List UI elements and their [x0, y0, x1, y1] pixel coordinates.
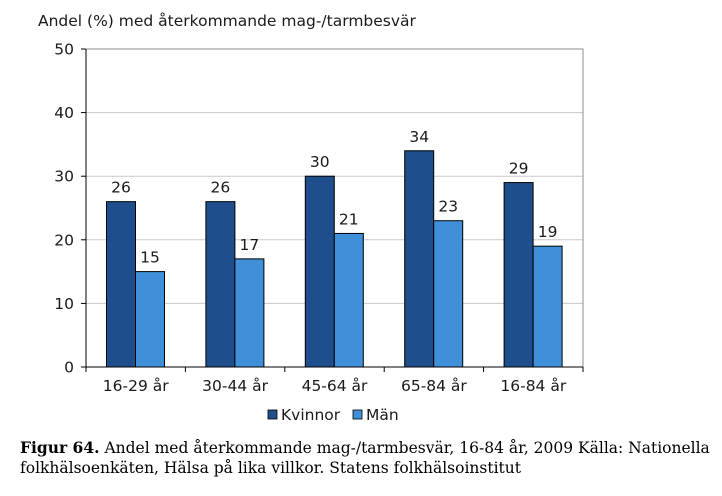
- bar-kvinnor: [106, 201, 136, 368]
- data-label: 26: [211, 179, 231, 197]
- legend-label-kvinnor: Kvinnor: [281, 406, 341, 424]
- bar-män: [433, 220, 464, 368]
- bar-män: [333, 232, 364, 368]
- y-tick-label: 50: [54, 41, 74, 59]
- legend: Kvinnor Män: [267, 406, 399, 424]
- legend-swatch-kvinnor: [267, 409, 278, 420]
- data-label: 15: [140, 249, 160, 267]
- x-tick-label: 45-64 år: [302, 377, 368, 395]
- data-label: 26: [111, 179, 131, 197]
- y-tick-label: 0: [64, 359, 74, 377]
- data-label: 21: [339, 210, 359, 228]
- y-axis-title: Andel (%) med återkommande mag-/tarmbesv…: [38, 12, 417, 30]
- y-tick-label: 20: [54, 231, 74, 249]
- bar-kvinnor: [205, 201, 236, 368]
- data-label: 34: [409, 128, 429, 146]
- data-label: 19: [538, 223, 558, 241]
- x-tick-label: 30-44 år: [202, 377, 268, 395]
- x-tick-label: 16-84 år: [500, 377, 566, 395]
- data-label: 23: [438, 198, 458, 216]
- bar-kvinnor: [304, 175, 335, 368]
- bar-män: [532, 245, 563, 368]
- bar-kvinnor: [503, 182, 534, 368]
- legend-label-män: Män: [366, 406, 399, 424]
- data-label: 17: [240, 236, 260, 254]
- bar-chart: Andel (%) med återkommande mag-/tarmbesv…: [38, 12, 584, 424]
- bar-kvinnor: [404, 150, 435, 368]
- figure-caption: Figur 64. Andel med återkommande mag-/ta…: [20, 438, 715, 478]
- plot-area: 0 10 20 30 40 50 26 15 16-29 år 26 17 30-44 år 30 21 4…: [54, 41, 584, 395]
- figure-label: Figur 64.: [20, 438, 100, 457]
- y-tick-label: 40: [54, 104, 74, 122]
- data-label: 30: [310, 153, 330, 171]
- y-tick-label: 10: [54, 295, 74, 313]
- bar-män: [234, 258, 265, 368]
- x-tick-label: 16-29 år: [103, 377, 169, 395]
- legend-swatch-män: [352, 409, 363, 420]
- bar-män: [135, 271, 165, 368]
- x-tick-label: 65-84 år: [401, 377, 467, 395]
- y-tick-label: 30: [54, 168, 74, 186]
- data-label: 29: [509, 160, 529, 178]
- figure-caption-text: Andel med återkommande mag-/tarmbesvär, …: [20, 439, 710, 477]
